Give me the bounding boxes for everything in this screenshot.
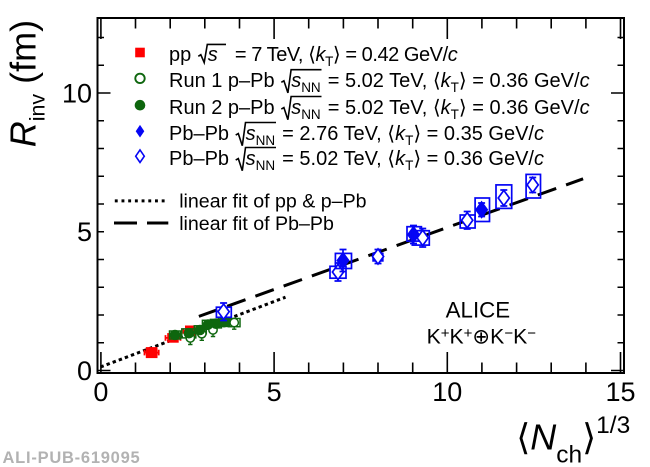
svg-text:0: 0 — [93, 377, 108, 407]
svg-text:Rinv (fm): Rinv (fm) — [3, 20, 50, 147]
svg-text:pp √s = 7 TeV, ⟨kT⟩ = 0.42 GeV: pp √s = 7 TeV, ⟨kT⟩ = 0.42 GeV/c — [169, 44, 458, 69]
svg-text:5: 5 — [77, 217, 92, 247]
svg-text:Run 2 p–Pb √sNN = 5.02 TeV, ⟨k: Run 2 p–Pb √sNN = 5.02 TeV, ⟨kT⟩ = 0.36 … — [169, 97, 590, 122]
svg-text:ALI-PUB-619095: ALI-PUB-619095 — [3, 449, 141, 467]
svg-text:10: 10 — [62, 79, 92, 109]
svg-text:ALICE: ALICE — [446, 298, 510, 323]
svg-text:linear fit of Pb–Pb: linear fit of Pb–Pb — [179, 213, 334, 235]
svg-text:linear fit of pp & p–Pb: linear fit of pp & p–Pb — [179, 191, 366, 213]
svg-text:5: 5 — [267, 377, 282, 407]
svg-text:Run 1 p–Pb √sNN = 5.02 TeV, ⟨k: Run 1 p–Pb √sNN = 5.02 TeV, ⟨kT⟩ = 0.36 … — [169, 70, 590, 95]
svg-text:15: 15 — [605, 377, 635, 407]
svg-text:Pb–Pb √sNN = 5.02 TeV, ⟨kT⟩ =: Pb–Pb √sNN = 5.02 TeV, ⟨kT⟩ = 0.36 GeV/c — [169, 148, 544, 173]
svg-text:Pb–Pb √sNN = 2.76 TeV, ⟨kT⟩ =: Pb–Pb √sNN = 2.76 TeV, ⟨kT⟩ = 0.35 GeV/c — [169, 123, 544, 148]
svg-text:10: 10 — [432, 377, 462, 407]
svg-text:0: 0 — [77, 356, 92, 386]
